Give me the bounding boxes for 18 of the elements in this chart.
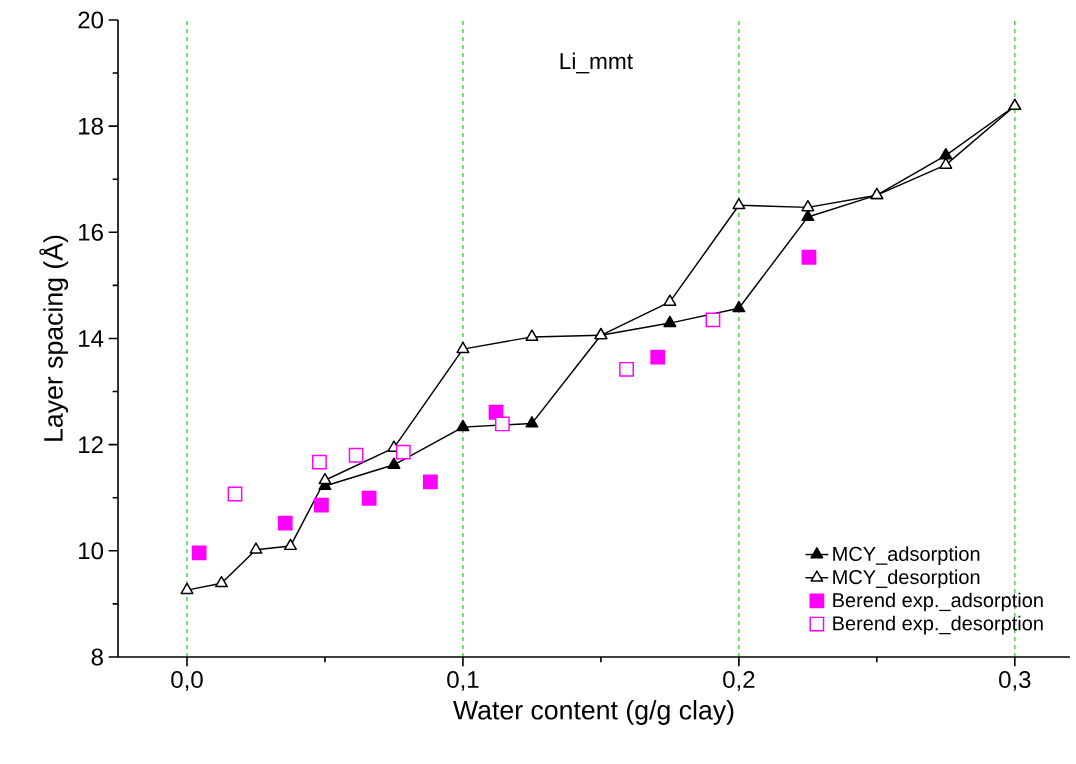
y-axis-title: Layer spacing (Å) (39, 235, 69, 441)
x-tick-label: 0,3 (999, 671, 1031, 691)
x-tick-label: 0,1 (447, 671, 479, 691)
text: Li_mmt (560, 52, 633, 74)
x-tick-label: 0,2 (723, 671, 755, 691)
y-tick-label: 18 (79, 117, 103, 135)
y-tick-label: 12 (79, 436, 103, 454)
legend-label: Berend exp._adsorption (833, 592, 1043, 612)
x-axis-title: Water content (g/g clay) (453, 700, 734, 725)
y-tick-label: 20 (78, 11, 104, 29)
legend-label: MCY_adsorption (833, 546, 980, 565)
y-tick-label: 8 (91, 648, 103, 666)
y-tick-label: 14 (79, 330, 104, 347)
x-tick-label: 0,0 (171, 671, 203, 691)
y-tick-label: 10 (79, 542, 104, 560)
y-tick-label: 16 (79, 223, 103, 241)
legend-label: MCY_desorption (833, 569, 980, 589)
legend-label: Berend exp._desorption (833, 615, 1043, 635)
